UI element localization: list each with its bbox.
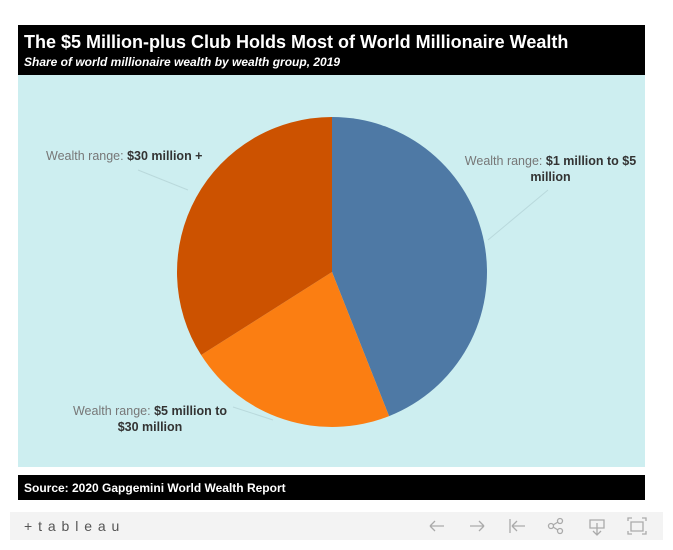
fullscreen-button[interactable] bbox=[627, 517, 647, 535]
category-name: $1 million to $5 million bbox=[530, 154, 637, 184]
label-prefix: Wealth range: bbox=[46, 149, 124, 163]
toolbar-icons bbox=[429, 517, 647, 536]
label-prefix: Wealth range: bbox=[72, 404, 151, 418]
category-name: $30 million + bbox=[127, 149, 203, 163]
category-name: $5 million to $30 million bbox=[117, 404, 228, 434]
pie-slice bbox=[201, 272, 390, 427]
brand[interactable]: + t a b l e a u bbox=[24, 518, 121, 534]
pie-slice bbox=[177, 117, 332, 356]
slice-label: Wealth range: $1 million to $5 million bbox=[463, 153, 638, 185]
leader-line bbox=[487, 189, 549, 241]
leader-line bbox=[232, 406, 274, 421]
pie-slice bbox=[332, 117, 488, 417]
leader-line bbox=[137, 169, 189, 191]
share-button[interactable] bbox=[547, 517, 564, 535]
slice-label: Wealth range: $5 million to $30 million bbox=[70, 403, 230, 435]
pie-chart bbox=[137, 117, 549, 427]
label-prefix: Wealth range: bbox=[464, 154, 543, 168]
source-note: Source: 2020 Gapgemini World Wealth Repo… bbox=[24, 481, 286, 495]
chart-title: The $5 Million-plus Club Holds Most of W… bbox=[24, 32, 569, 52]
toolbar: + t a b l e a u bbox=[10, 512, 663, 540]
revert-button[interactable] bbox=[509, 519, 525, 533]
redo-button[interactable] bbox=[470, 520, 485, 532]
plot-area: Wealth range: $1 million to $5 million W… bbox=[18, 75, 645, 467]
chart-subtitle: Share of world millionaire wealth by wea… bbox=[24, 55, 341, 69]
title-bar: The $5 Million-plus Club Holds Most of W… bbox=[18, 25, 645, 75]
undo-button[interactable] bbox=[429, 520, 444, 532]
download-button[interactable] bbox=[589, 519, 605, 536]
slice-label: Wealth range: $30 million + bbox=[46, 148, 256, 164]
source-bar: Source: 2020 Gapgemini World Wealth Repo… bbox=[18, 475, 645, 500]
